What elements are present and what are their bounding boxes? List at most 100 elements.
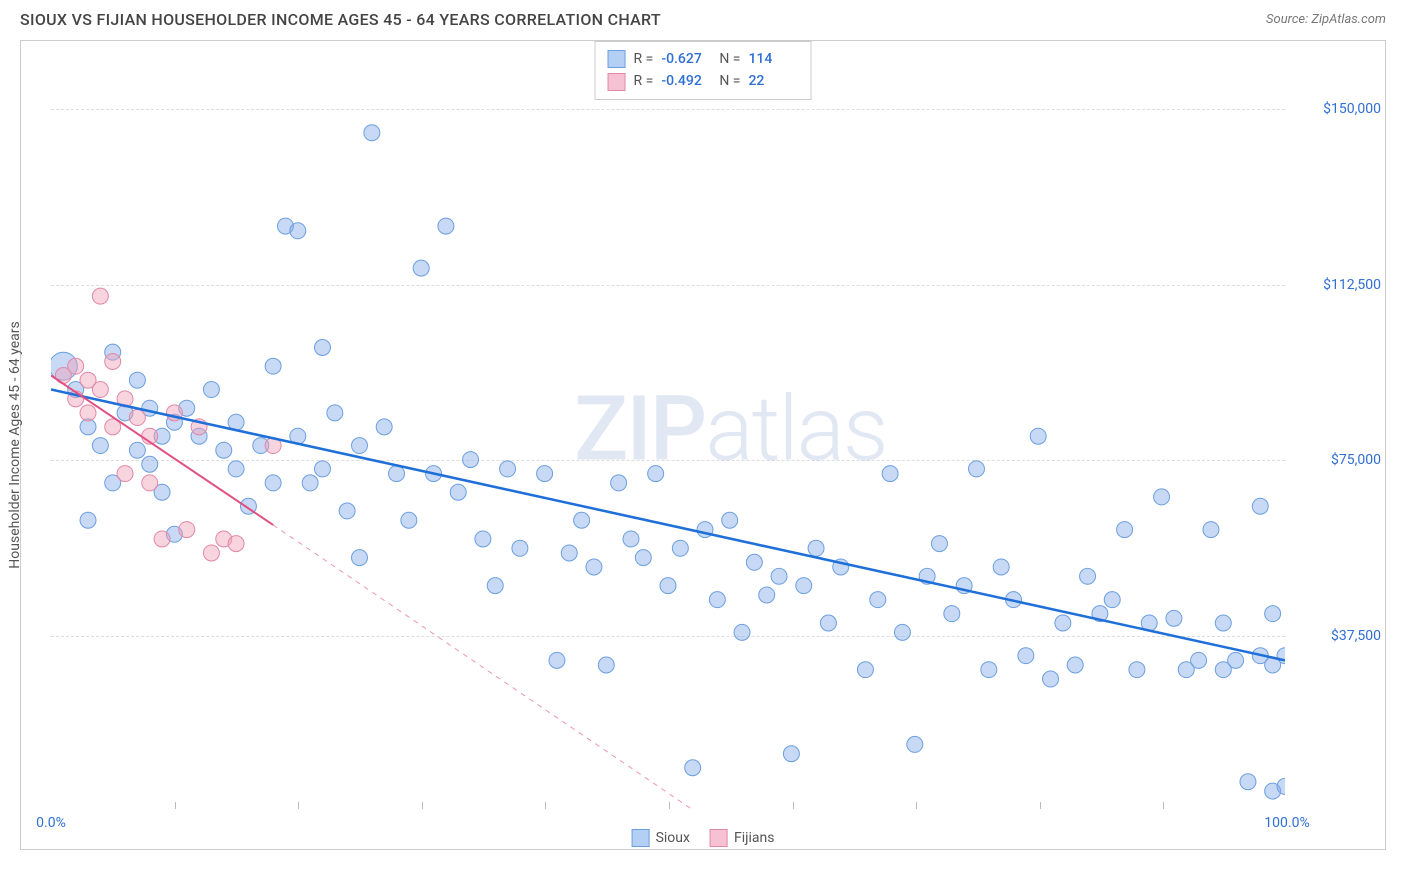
scatter-point <box>1191 652 1207 668</box>
scatter-point <box>722 512 738 528</box>
scatter-point <box>1215 615 1231 631</box>
n-label: N = <box>719 48 740 70</box>
scatter-point <box>1067 657 1083 673</box>
chart-header: SIOUX VS FIJIAN HOUSEHOLDER INCOME AGES … <box>0 0 1406 35</box>
scatter-point <box>734 624 750 640</box>
scatter-point <box>142 475 158 491</box>
scatter-point <box>92 438 108 454</box>
scatter-point <box>907 736 923 752</box>
scatter-point <box>80 512 96 528</box>
trend-line <box>51 390 1285 661</box>
scatter-point <box>129 410 145 426</box>
scatter-point <box>463 452 479 468</box>
scatter-point <box>487 578 503 594</box>
scatter-point <box>203 545 219 561</box>
legend-label-fijians: Fijians <box>734 830 774 846</box>
y-tick-label: $75,000 <box>1331 452 1381 468</box>
scatter-point <box>1154 489 1170 505</box>
scatter-point <box>1228 652 1244 668</box>
scatter-svg <box>51 51 1285 810</box>
scatter-point <box>598 657 614 673</box>
y-tick-label: $37,500 <box>1331 628 1381 644</box>
scatter-point <box>228 461 244 477</box>
scatter-point <box>648 466 664 482</box>
scatter-point <box>993 559 1009 575</box>
scatter-point <box>1080 568 1096 584</box>
scatter-point <box>586 559 602 575</box>
scatter-point <box>475 531 491 547</box>
scatter-point <box>129 442 145 458</box>
scatter-point <box>302 475 318 491</box>
scatter-point <box>820 615 836 631</box>
scatter-point <box>92 288 108 304</box>
scatter-point <box>290 223 306 239</box>
scatter-point <box>894 624 910 640</box>
y-tick-label: $150,000 <box>1323 101 1381 117</box>
n-value-sioux: 114 <box>748 48 798 70</box>
scatter-point <box>327 405 343 421</box>
chart-container: Householder Income Ages 45 - 64 years ZI… <box>20 40 1386 850</box>
scatter-point <box>216 442 232 458</box>
scatter-point <box>450 484 466 500</box>
scatter-point <box>265 358 281 374</box>
scatter-point <box>969 461 985 477</box>
scatter-point <box>537 466 553 482</box>
x-tick-label: 100.0% <box>1264 815 1309 831</box>
scatter-point <box>1166 610 1182 626</box>
scatter-point <box>1030 428 1046 444</box>
scatter-point <box>314 461 330 477</box>
scatter-point <box>179 522 195 538</box>
scatter-point <box>685 760 701 776</box>
scatter-point <box>142 456 158 472</box>
scatter-point <box>203 382 219 398</box>
r-value-sioux: -0.627 <box>661 48 711 70</box>
r-value-fijians: -0.492 <box>661 70 711 92</box>
scatter-point <box>376 419 392 435</box>
y-tick-label: $112,500 <box>1323 277 1381 293</box>
legend-row-fijians: R = -0.492 N = 22 <box>608 70 799 92</box>
r-label: R = <box>634 70 654 92</box>
scatter-point <box>1055 615 1071 631</box>
scatter-point <box>1203 522 1219 538</box>
scatter-point <box>364 125 380 141</box>
trend-line <box>51 376 273 525</box>
series-legend: Sioux Fijians <box>624 829 783 847</box>
scatter-point <box>882 466 898 482</box>
scatter-point <box>352 550 368 566</box>
scatter-point <box>672 540 688 556</box>
scatter-point <box>561 545 577 561</box>
scatter-point <box>759 587 775 603</box>
scatter-point <box>635 550 651 566</box>
swatch-sioux <box>632 829 650 847</box>
scatter-point <box>1117 522 1133 538</box>
scatter-point <box>746 554 762 570</box>
swatch-fijians <box>608 73 626 91</box>
scatter-point <box>512 540 528 556</box>
scatter-point <box>1129 662 1145 678</box>
scatter-point <box>265 475 281 491</box>
x-tick-label: 0.0% <box>36 815 66 831</box>
scatter-point <box>660 578 676 594</box>
scatter-point <box>105 354 121 370</box>
legend-item-sioux: Sioux <box>632 829 690 847</box>
correlation-legend: R = -0.627 N = 114 R = -0.492 N = 22 <box>595 41 812 100</box>
scatter-point <box>500 461 516 477</box>
scatter-point <box>154 531 170 547</box>
scatter-point <box>1018 648 1034 664</box>
legend-item-fijians: Fijians <box>710 829 774 847</box>
scatter-point <box>117 466 133 482</box>
scatter-point <box>389 466 405 482</box>
chart-title: SIOUX VS FIJIAN HOUSEHOLDER INCOME AGES … <box>20 10 661 29</box>
r-label: R = <box>634 48 654 70</box>
scatter-point <box>870 592 886 608</box>
scatter-point <box>808 540 824 556</box>
y-axis-label: Householder Income Ages 45 - 64 years <box>7 321 23 568</box>
legend-label-sioux: Sioux <box>656 830 690 846</box>
scatter-point <box>783 746 799 762</box>
scatter-point <box>413 260 429 276</box>
n-value-fijians: 22 <box>748 70 798 92</box>
scatter-point <box>352 438 368 454</box>
legend-row-sioux: R = -0.627 N = 114 <box>608 48 799 70</box>
scatter-point <box>709 592 725 608</box>
scatter-point <box>339 503 355 519</box>
